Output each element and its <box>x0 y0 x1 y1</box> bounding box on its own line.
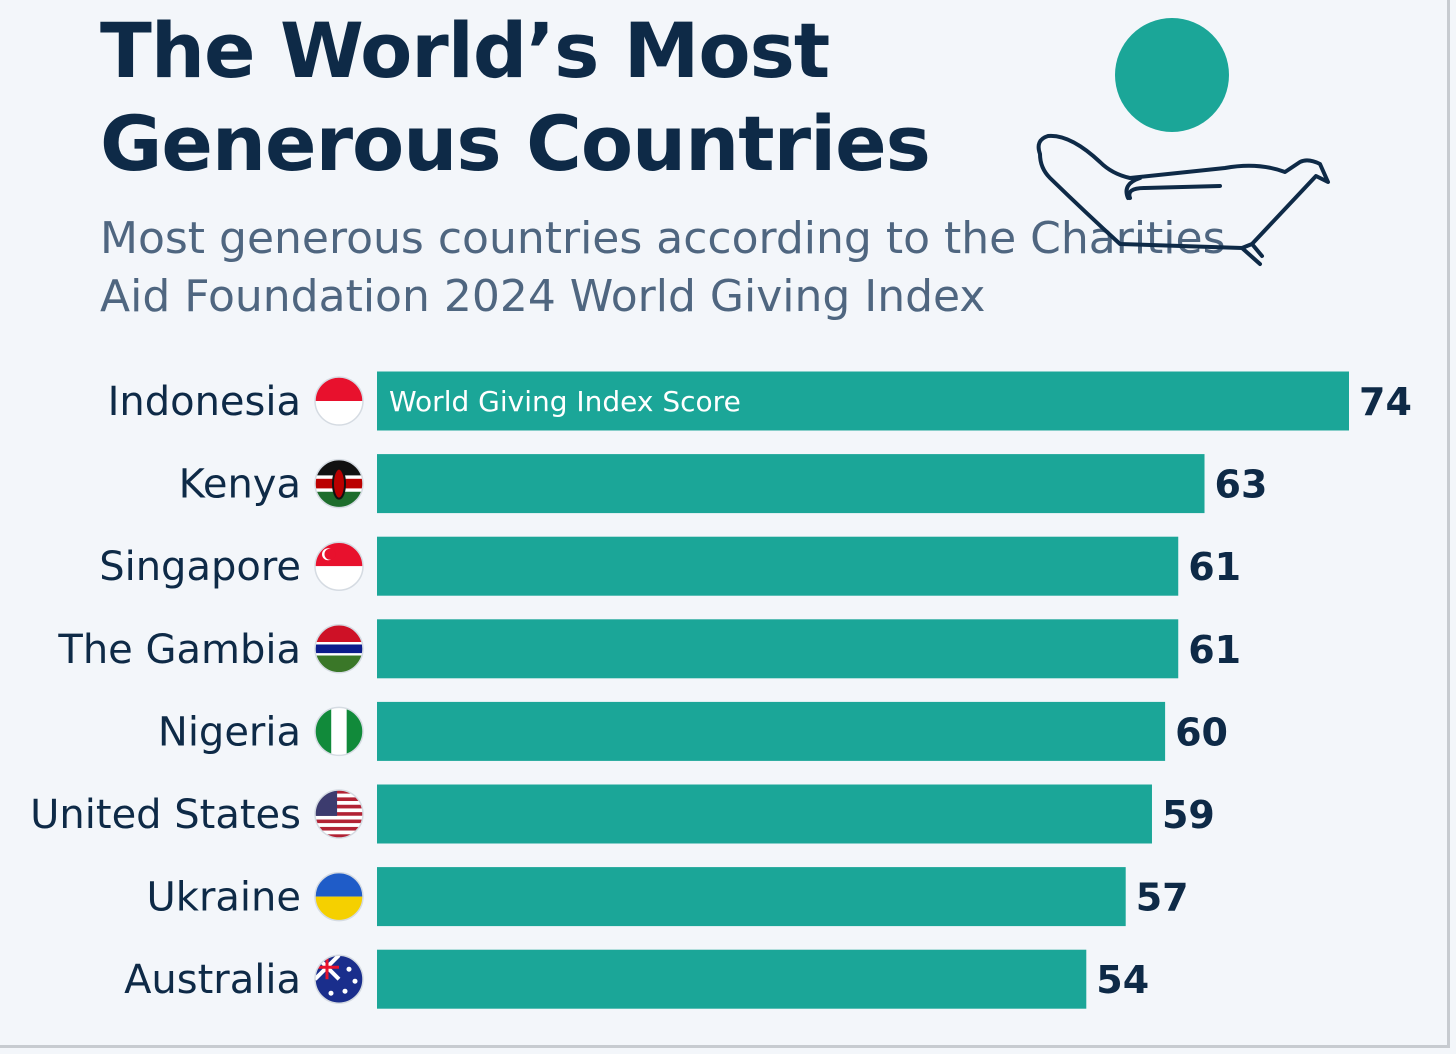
hand-outline <box>1036 133 1330 250</box>
chart-title: The World’s Most Generous Countries <box>100 6 931 188</box>
wrist-outline <box>1240 242 1264 266</box>
coin-icon <box>1115 18 1229 132</box>
open-hand-with-coin-icon <box>1036 18 1330 266</box>
chart-subtitle: Most generous countries according to the… <box>100 213 1226 322</box>
